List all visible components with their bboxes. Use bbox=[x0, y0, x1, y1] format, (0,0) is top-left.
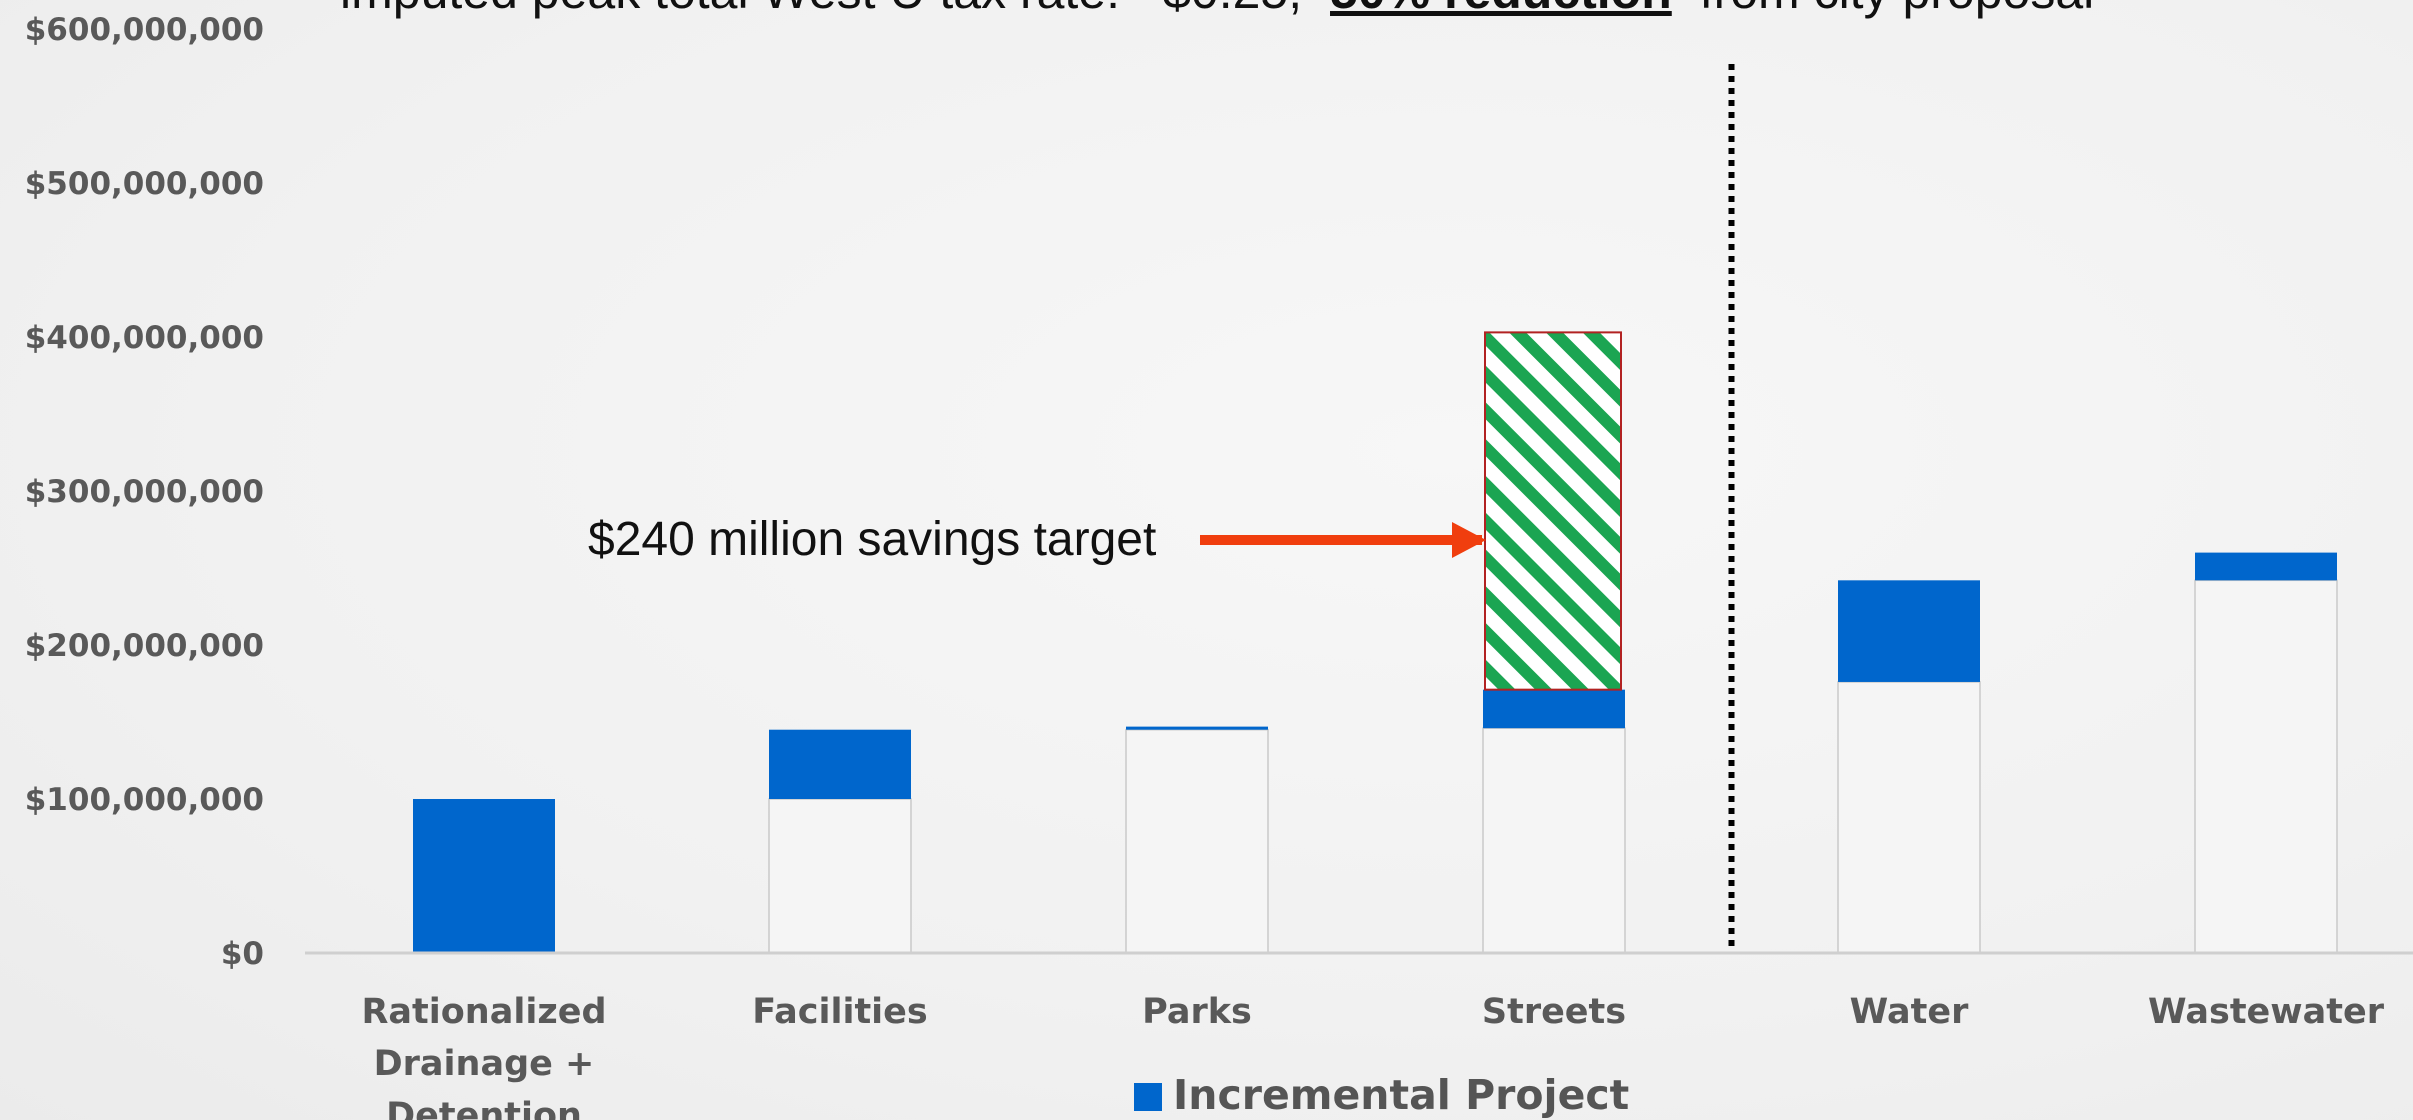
y-axis: $0 $100,000,000 $200,000,000 $300,000,000 $4… bbox=[25, 12, 264, 972]
x-tick-label: Drainage + bbox=[374, 1044, 595, 1084]
bar-incremental bbox=[2195, 552, 2337, 581]
y-tick-label: $600,000,000 bbox=[25, 12, 264, 48]
y-tick-label: $400,000,000 bbox=[25, 320, 264, 356]
bar-base bbox=[1837, 681, 1981, 954]
bar-incremental bbox=[413, 799, 555, 953]
x-tick-label: Parks bbox=[1142, 992, 1252, 1032]
x-axis: Rationalized Drainage + Detention Facilitie… bbox=[305, 951, 2413, 1120]
target-hatched-bar bbox=[1484, 331, 1622, 691]
legend-label-incremental: Incremental Project bbox=[1173, 1071, 1629, 1119]
legend: Incremental Project bbox=[1134, 1071, 1629, 1119]
savings-target-label: $240 million savings target bbox=[588, 513, 1156, 566]
y-tick-label: $200,000,000 bbox=[25, 628, 264, 664]
target-range bbox=[1484, 331, 1622, 691]
title-emphasis: 50% reduction bbox=[1330, 0, 1672, 19]
y-tick-label: $300,000,000 bbox=[25, 474, 264, 510]
bar-base bbox=[1482, 727, 1626, 954]
bar-incremental bbox=[769, 729, 911, 799]
x-tick-label: Facilities bbox=[752, 992, 928, 1032]
bar-incremental bbox=[1126, 726, 1268, 730]
legend-swatch-incremental bbox=[1134, 1083, 1162, 1111]
title-prefix: imputed peak total West U tax rate: ~$0.… bbox=[340, 0, 1302, 19]
bar-incremental bbox=[1483, 689, 1625, 729]
chart-title: imputed peak total West U tax rate: ~$0.… bbox=[340, 0, 2094, 19]
arrow-head-icon bbox=[1452, 522, 1486, 558]
bar-incremental bbox=[1838, 580, 1980, 682]
x-tick-label: Wastewater bbox=[2148, 992, 2385, 1032]
y-tick-label: $100,000,000 bbox=[25, 782, 264, 818]
x-tick-label: Detention bbox=[386, 1096, 582, 1120]
bar-base bbox=[2194, 579, 2338, 954]
x-tick-label: Streets bbox=[1482, 992, 1626, 1032]
bars bbox=[413, 552, 2338, 954]
x-tick-label: Water bbox=[1850, 992, 1969, 1032]
y-tick-label: $500,000,000 bbox=[25, 166, 264, 202]
bar-base bbox=[768, 798, 912, 954]
title-suffix: from city proposal bbox=[1700, 0, 2095, 19]
y-tick-label: $0 bbox=[221, 936, 264, 972]
bar-base bbox=[1125, 728, 1269, 954]
x-tick-label: Rationalized bbox=[361, 992, 606, 1032]
